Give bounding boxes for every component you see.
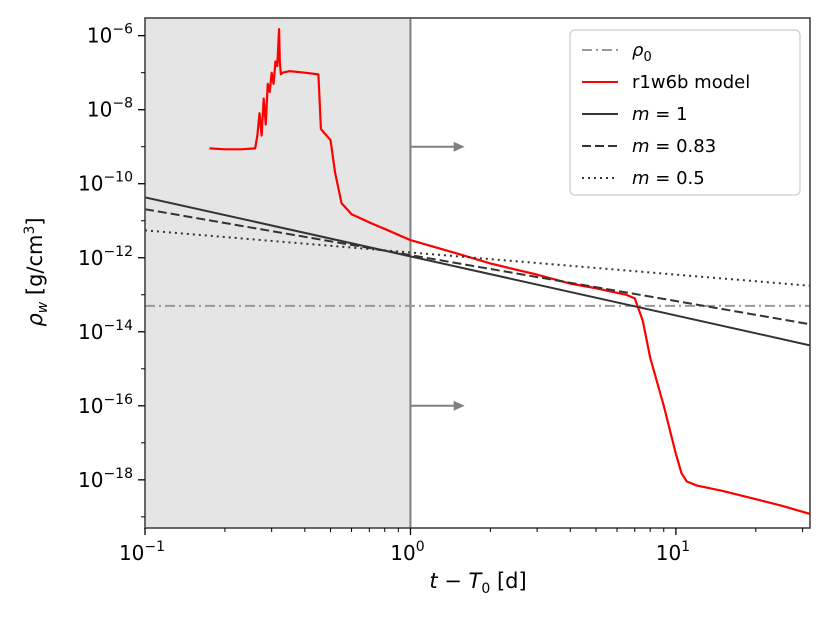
plot-inner — [145, 18, 810, 528]
plot-frame — [144, 17, 811, 529]
y-axis-label: ρw [g/cm3] — [22, 217, 51, 326]
plot-area — [145, 18, 810, 528]
x-tick-label-0: 10−1 — [119, 539, 165, 565]
legend-label-4: m = 0.5 — [632, 168, 705, 189]
series-line-2 — [145, 196, 810, 347]
arrow-head-1 — [453, 400, 465, 411]
series-line-1 — [209, 28, 810, 515]
shaded-region — [145, 18, 411, 528]
x-axis-label: t − T0 [d] — [429, 569, 526, 597]
legend-label-2: m = 1 — [632, 104, 688, 125]
y-tick-label-6: 10−18 — [78, 466, 133, 492]
legend-label-0: ρ0 — [632, 40, 652, 65]
legend-label-1: r1w6b model — [632, 72, 750, 93]
legend-label-3: m = 0.83 — [632, 136, 716, 157]
x-tick-label-2: 101 — [656, 539, 690, 565]
y-tick-label-0: 10−6 — [87, 22, 133, 48]
y-tick-label-1: 10−8 — [87, 96, 133, 122]
legend-box — [569, 29, 801, 196]
x-tick-label-1: 100 — [390, 539, 424, 565]
y-tick-label-3: 10−12 — [78, 244, 133, 270]
axes: 10−1 100 101 10−6 10−8 10−10 10−12 10−14 10−16 10… — [78, 17, 811, 565]
arrow-head-0 — [453, 141, 465, 152]
y-tick-label-2: 10−10 — [78, 170, 133, 196]
series-line-3 — [145, 208, 810, 326]
y-tick-label-4: 10−14 — [78, 318, 133, 344]
y-tick-label-5: 10−16 — [78, 392, 133, 418]
legend: ρ0 r1w6b model m = 1 m = 0.83 m = 0.5 — [569, 29, 801, 196]
